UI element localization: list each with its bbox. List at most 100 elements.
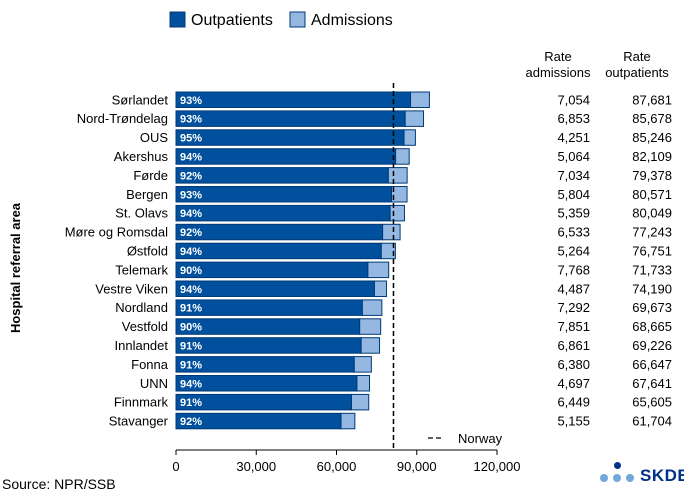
bar-outpatients [175,261,369,279]
cell-rate-outpatients: 71,733 [632,262,672,277]
category-label: Finnmark [114,395,169,410]
cell-rate-outpatients: 82,109 [632,149,672,164]
bar-share-label: 94% [180,246,202,258]
category-label: OUS [140,130,169,145]
logo-text: SKDE [640,466,684,485]
cell-rate-admissions: 6,533 [557,225,590,240]
bar-share-label: 92% [180,170,202,182]
bar-share-label: 93% [180,189,202,201]
bar-share-label: 94% [180,378,202,390]
cell-rate-admissions: 5,359 [557,206,590,221]
cell-rate-outpatients: 67,641 [632,376,672,391]
bar-admissions [387,167,408,184]
bar-admissions [360,337,381,354]
cell-rate-outpatients: 80,571 [632,187,672,202]
cell-rate-outpatients: 65,605 [632,395,672,410]
cell-rate-admissions: 4,251 [557,130,590,145]
cell-rate-admissions: 4,697 [557,376,590,391]
category-label: Førde [133,168,168,183]
cell-rate-outpatients: 77,243 [632,225,672,240]
bar-outpatients [175,375,358,392]
bar-share-label: 94% [180,284,202,296]
bar-admissions [382,223,401,241]
x-tick-label: 0 [172,459,179,474]
bar-admissions [356,375,371,392]
bar-outpatients [175,242,382,260]
bar-share-label: 92% [180,227,202,239]
cell-rate-admissions: 5,064 [557,149,590,164]
bar-share-label: 91% [180,303,202,315]
x-tick-label: 60,000 [317,459,357,474]
cell-rate-admissions: 6,861 [557,338,590,353]
cell-rate-outpatients: 76,751 [632,243,672,258]
category-label: Telemark [115,262,168,277]
category-label: Vestre Viken [95,281,168,296]
cell-rate-admissions: 7,292 [557,300,590,315]
category-label: Sørlandet [112,92,169,107]
bar-admissions [403,129,416,146]
y-axis-label: Hospital referral area [8,202,23,333]
bar-share-label: 94% [180,151,202,163]
x-tick-label: 90,000 [397,459,437,474]
bar-share-label: 90% [180,265,202,277]
logo-dots-icon [598,462,638,486]
reference-legend-label: Norway [458,431,503,446]
bar-admissions [359,318,382,335]
bar-admissions [361,299,383,316]
bar-outpatients [175,280,375,297]
bar-admissions [410,91,430,108]
x-tick-label: 30,000 [236,459,276,474]
cell-rate-outpatients: 68,665 [632,319,672,334]
cell-rate-admissions: 7,034 [557,168,590,183]
bar-share-label: 93% [180,95,202,107]
cell-rate-outpatients: 69,226 [632,338,672,353]
bar-share-label: 93% [180,114,202,126]
cell-rate-admissions: 7,851 [557,319,590,334]
bar-admissions [373,280,387,297]
category-label: Akershus [114,149,169,164]
header-rate-outpatients-line1: Rate [623,49,650,64]
bar-admissions [350,393,370,411]
bar-admissions [395,148,410,165]
category-label: Bergen [126,187,168,202]
category-label: Vestfold [122,319,168,334]
category-label: Møre og Romsdal [65,225,168,240]
cell-rate-outpatients: 79,378 [632,168,672,183]
bar-outpatients [175,223,384,241]
category-label: Nordland [115,300,168,315]
header-rate-admissions-line1: Rate [544,49,571,64]
bar-admissions [367,261,390,279]
bar-outpatients [175,337,362,354]
legend-label-outpatients: Outpatients [191,12,273,29]
category-label: Nord-Trøndelag [77,111,168,126]
cell-rate-admissions: 5,264 [557,243,590,258]
bar-share-label: 94% [180,208,202,220]
cell-rate-outpatients: 66,647 [632,357,672,372]
bar-outpatients [175,129,405,146]
category-label: Stavanger [109,414,169,429]
legend-swatch-outpatients [169,11,186,28]
cell-rate-outpatients: 69,673 [632,300,672,315]
category-label: Fonna [131,357,169,372]
bar-share-label: 92% [180,416,202,428]
cell-rate-outpatients: 74,190 [632,281,672,296]
cell-rate-outpatients: 80,049 [632,206,672,221]
bar-outpatients [175,167,389,184]
cell-rate-admissions: 6,853 [557,111,590,126]
bar-outpatients [175,91,412,108]
legend-label-admissions: Admissions [311,12,393,29]
category-label: UNN [140,376,168,391]
header-rate-admissions-line2: admissions [525,65,591,80]
source-note: Source: NPR/SSB [2,476,116,492]
bar-admissions [340,412,356,430]
bar-admissions [391,186,408,203]
cell-rate-admissions: 7,768 [557,262,590,277]
bar-share-label: 91% [180,340,202,352]
bar-admissions [353,356,372,373]
bar-share-label: 91% [180,359,202,371]
category-label: Innlandet [115,338,169,353]
bar-share-label: 95% [180,133,202,145]
x-tick-label: 120,000 [474,459,521,474]
category-label: St. Olavs [115,206,168,221]
